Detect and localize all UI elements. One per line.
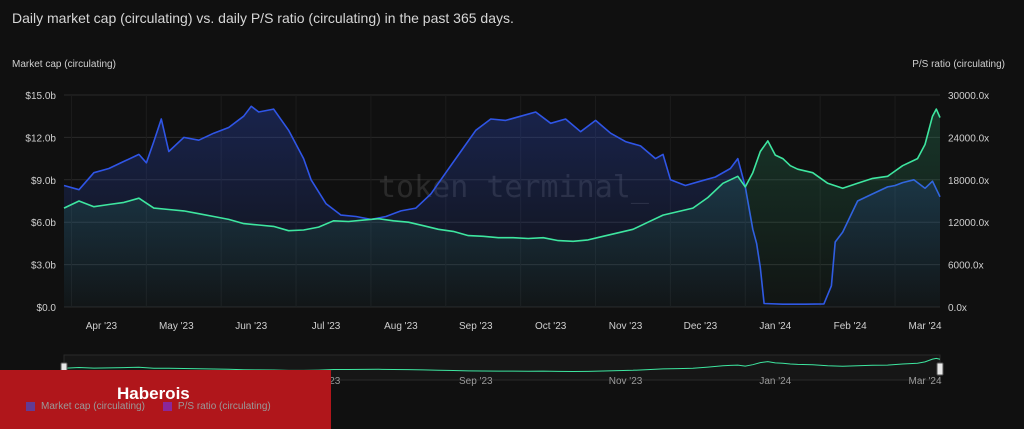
x-axis-tick-label: Nov '23 bbox=[609, 321, 643, 332]
x-axis-tick-label: May '23 bbox=[159, 321, 194, 332]
legend-swatch-market-cap bbox=[26, 402, 35, 411]
legend-item-ps-ratio[interactable]: P/S ratio (circulating) bbox=[162, 401, 271, 412]
x-axis-ticks: Apr '23 May '23 Jun '23 Jul '23 Aug '23 Sep '… bbox=[86, 321, 942, 332]
right-axis-ticks: 0.0x 6000.0x 12000.0x 18000.0x 24000.0x 30000… bbox=[948, 91, 989, 314]
left-axis-tick-label: $12.0b bbox=[25, 133, 56, 144]
chart-title: Daily market cap (circulating) vs. daily… bbox=[12, 10, 514, 26]
right-axis-title: P/S ratio (circulating) bbox=[912, 59, 1005, 70]
left-axis-tick-label: $0.0 bbox=[37, 303, 57, 314]
legend-item-market-cap[interactable]: Market cap (circulating) bbox=[26, 401, 145, 412]
legend-label-ps-ratio: P/S ratio (circulating) bbox=[177, 401, 271, 412]
x-axis-tick-label: Apr '23 bbox=[86, 321, 118, 332]
navigator-tick-label: Nov '23 bbox=[609, 376, 643, 387]
right-axis-tick-label: 24000.0x bbox=[948, 133, 989, 144]
brand-overlay-label: Haberois bbox=[117, 384, 190, 403]
left-axis-title: Market cap (circulating) bbox=[12, 59, 116, 70]
legend-label-market-cap: Market cap (circulating) bbox=[41, 401, 145, 412]
left-axis-ticks: $0.0 $3.0b $6.0b $9.0b $12.0b $15.0b bbox=[25, 91, 56, 314]
x-axis-tick-label: Aug '23 bbox=[384, 321, 418, 332]
x-axis-tick-label: Jul '23 bbox=[312, 321, 341, 332]
right-axis-tick-label: 30000.0x bbox=[948, 91, 989, 102]
brand-overlay: Haberois bbox=[0, 370, 331, 429]
series-layer bbox=[63, 105, 941, 307]
navigator-handle-right[interactable] bbox=[936, 362, 944, 376]
right-axis-tick-label: 6000.0x bbox=[948, 261, 984, 272]
navigator-tick-label: Sep '23 bbox=[459, 376, 493, 387]
navigator-line bbox=[63, 357, 941, 373]
x-axis-tick-label: Dec '23 bbox=[684, 321, 718, 332]
left-axis-tick-label: $6.0b bbox=[31, 218, 56, 229]
x-axis-tick-label: Jun '23 bbox=[235, 321, 267, 332]
series-line-ps-ratio bbox=[63, 108, 941, 243]
navigator-tick-label: Mar '24 bbox=[909, 376, 942, 387]
left-axis-tick-label: $15.0b bbox=[25, 91, 56, 102]
right-axis-tick-label: 0.0x bbox=[948, 303, 967, 314]
series-area-ps-ratio bbox=[64, 109, 940, 307]
x-axis-tick-label: Feb '24 bbox=[834, 321, 867, 332]
right-axis-tick-label: 12000.0x bbox=[948, 218, 989, 229]
x-axis-tick-label: Jan '24 bbox=[759, 321, 791, 332]
left-axis-tick-label: $9.0b bbox=[31, 176, 56, 187]
navigator-tick-label: Jan '24 bbox=[759, 376, 791, 387]
legend-swatch-ps-ratio bbox=[162, 402, 172, 411]
chart-legend: Market cap (circulating) P/S ratio (circ… bbox=[26, 401, 271, 412]
x-axis-tick-label: Oct '23 bbox=[535, 321, 567, 332]
right-axis-tick-label: 18000.0x bbox=[948, 176, 989, 187]
x-axis-tick-label: Sep '23 bbox=[459, 321, 493, 332]
left-axis-tick-label: $3.0b bbox=[31, 261, 56, 272]
x-axis-tick-label: Mar '24 bbox=[909, 321, 942, 332]
